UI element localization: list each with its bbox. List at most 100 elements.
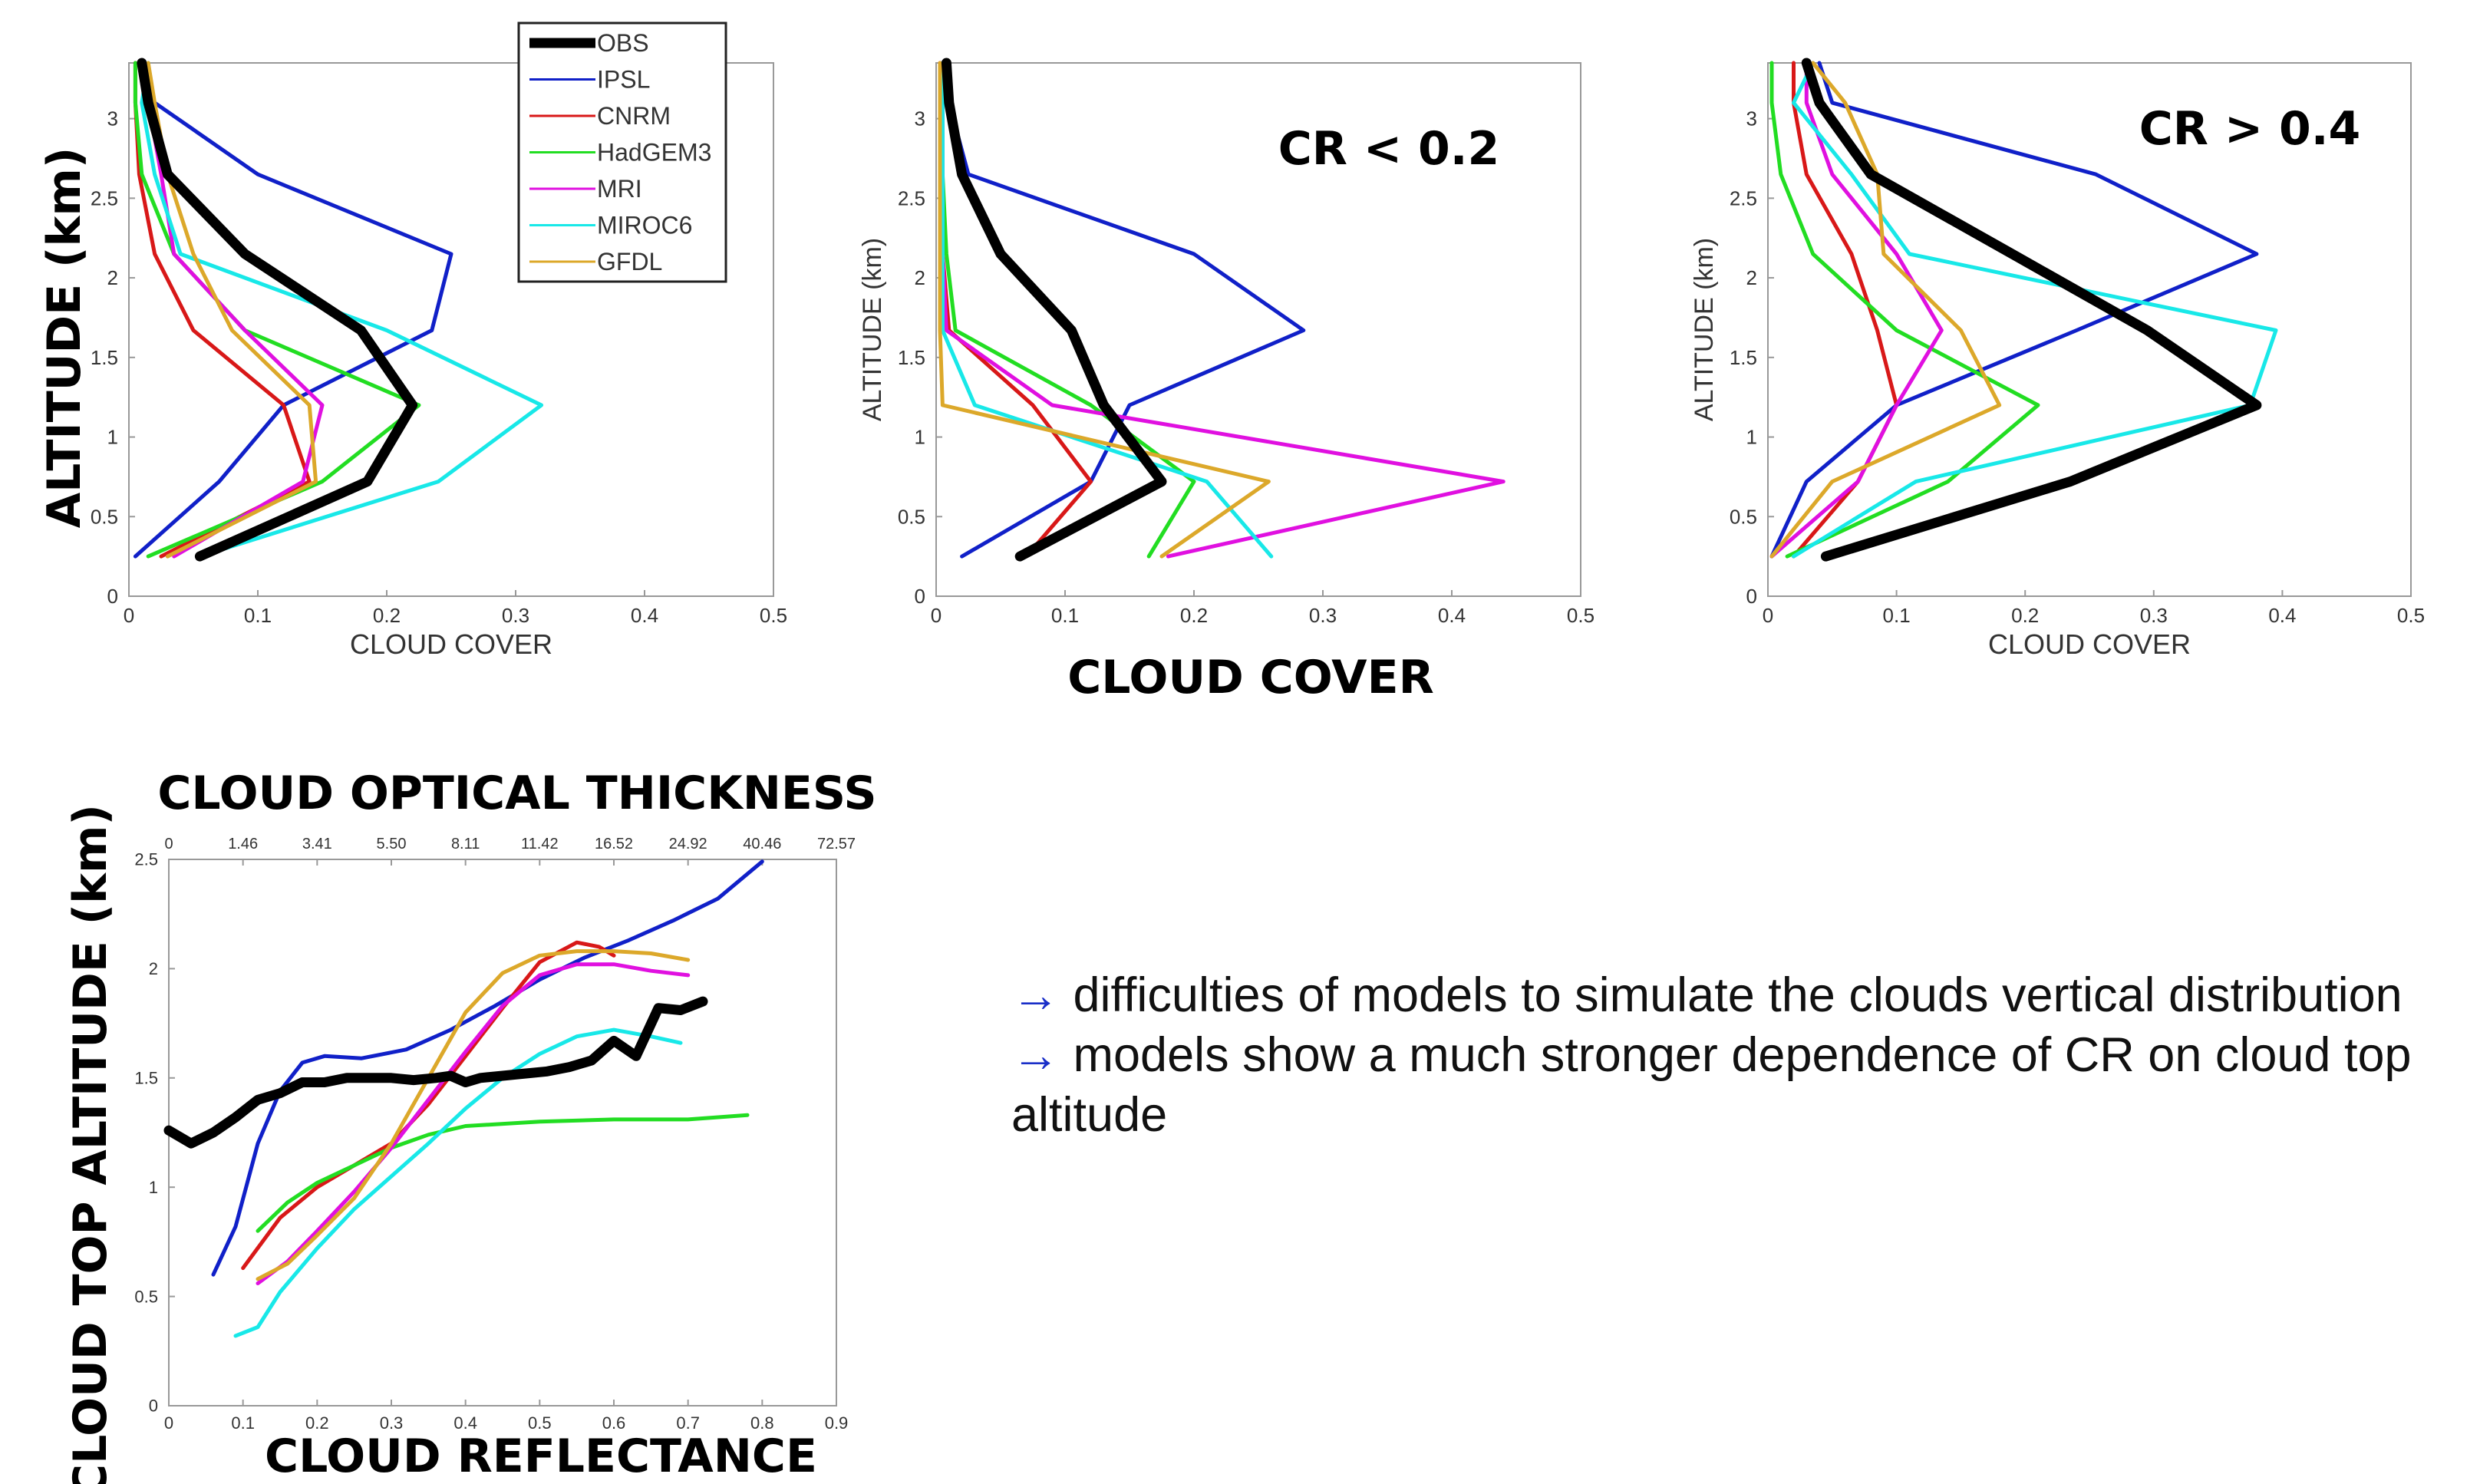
x-tick-label: 0.1 — [1051, 604, 1079, 627]
cloud-cover-profile-all: 0 0.1 0.2 0.3 0.4 0.5 0 0.5 1 1.5 2 2.5 3 CLOUD COVER — [91, 58, 787, 660]
x-tick-label: 0.7 — [676, 1413, 700, 1433]
x-tick-label: 0.1 — [231, 1413, 255, 1433]
x-tick-label: 0.6 — [602, 1413, 626, 1433]
altitude-axis-label: ALTITUDE (km) — [38, 147, 91, 529]
optical-thickness-title: CLOUD OPTICAL THICKNESS — [157, 767, 876, 820]
x-tick-label: 0 — [1763, 604, 1773, 627]
y-tick-label: 0.5 — [134, 1287, 158, 1306]
y-tick-label: 3 — [1746, 107, 1757, 130]
plot-frame — [935, 62, 1581, 597]
y-tick-label: 1 — [1746, 426, 1757, 449]
y-tick-label: 2 — [107, 266, 118, 289]
note-text-1: difficulties of models to simulate the c… — [1073, 968, 2402, 1022]
x-tick-label: 0.4 — [1438, 604, 1466, 627]
series-line-ipsl — [1769, 61, 2259, 559]
series-line-mri — [256, 962, 691, 1285]
series-line-miroc6 — [940, 61, 1274, 559]
y-tick-label: 1 — [149, 1178, 158, 1197]
top-tick-label: 0 — [164, 836, 173, 852]
x-tick-label: 0.4 — [2268, 604, 2296, 627]
top-tick-label: 11.42 — [521, 836, 559, 852]
cr-annotation: CR < 0.2 — [1278, 122, 1500, 176]
x-tick-label: 0.8 — [750, 1413, 774, 1433]
plot-frame — [128, 62, 774, 597]
x-tick-label: 0.5 — [2397, 604, 2425, 627]
x-tick-label: 0.3 — [502, 604, 529, 627]
arrow-icon: → — [1011, 968, 1060, 1022]
series-line-obs — [1801, 58, 2262, 562]
y-tick-label: 2.5 — [91, 186, 118, 209]
x-axis-label: CLOUD COVER — [1988, 628, 2191, 660]
y-tick-label: 1.5 — [91, 346, 118, 369]
y-tick-label: 2.5 — [1730, 186, 1757, 209]
x-tick-label: 0.2 — [305, 1413, 329, 1433]
cloud-cover-profile-low-cr: 0 0.1 0.2 0.3 0.4 0.5 0 0.5 1 1.5 2 2.5 3 ALTITUDE (k… — [858, 58, 1595, 627]
note-line-2: → models show a much stronger dependence… — [1011, 1025, 2469, 1145]
series-line-gfdl — [1769, 61, 2002, 559]
y-tick-label: 0.5 — [898, 505, 925, 528]
x-tick-label: 0.3 — [2140, 604, 2168, 627]
y-tick-label: 0 — [107, 585, 118, 608]
x-tick-label: 0.4 — [631, 604, 658, 627]
top-tick-label: 40.46 — [743, 836, 781, 852]
y-tick-label: 2 — [1746, 266, 1757, 289]
series-line-obs — [137, 58, 418, 562]
series-line-ipsl — [211, 859, 764, 1277]
x-tick-label: 0 — [931, 604, 942, 627]
legend-label-cnrm: CNRM — [597, 102, 671, 130]
x-tick-label: 0.1 — [1883, 604, 1911, 627]
y-tick-label: 0.5 — [1730, 505, 1757, 528]
cloud-top-altitude-vs-reflectance: 0 0.1 0.2 0.3 0.4 0.5 0.6 0.7 0.8 0.9 0 0.5 1 1.5 2 2.5… — [134, 836, 856, 1433]
top-tick-label: 24.92 — [669, 836, 707, 852]
legend-label-ipsl: IPSL — [597, 66, 650, 94]
y-tick-label: 1 — [915, 426, 925, 449]
top-tick-label: 8.11 — [451, 836, 480, 852]
y-tick-label: 1.5 — [1730, 346, 1757, 369]
x-tick-label: 0.5 — [1567, 604, 1595, 627]
cloud-top-altitude-label: CLOUD TOP ALTITUDE (km) — [64, 804, 117, 1484]
y-tick-label: 0 — [1746, 585, 1757, 608]
cloud-cover-profile-high-cr: 0 0.1 0.2 0.3 0.4 0.5 0 0.5 1 1.5 2 2.5 3 CLOUD COVER… — [1690, 58, 2425, 660]
note-text-2: models show a much stronger dependence o… — [1011, 1028, 2412, 1142]
x-tick-label: 0.1 — [244, 604, 272, 627]
center-cloud-cover-label: CLOUD COVER — [1067, 651, 1434, 704]
x-tick-label: 0.9 — [825, 1413, 849, 1433]
x-tick-label: 0.2 — [373, 604, 401, 627]
top-tick-label: 1.46 — [228, 836, 258, 852]
x-tick-label: 0.2 — [2011, 604, 2039, 627]
series-line-gfdl — [938, 61, 1271, 559]
y-tick-label: 0.5 — [91, 505, 118, 528]
y-tick-label: 1.5 — [898, 346, 925, 369]
legend-label-mri: MRI — [597, 175, 642, 203]
legend: OBS IPSL CNRM HadGEM3 MRI MIROC6 GFDL — [517, 21, 727, 283]
series-line-miroc6 — [233, 1027, 683, 1338]
x-tick-label: 0.3 — [1309, 604, 1337, 627]
top-tick-label: 3.41 — [302, 836, 332, 852]
x-tick-label: 0.4 — [453, 1413, 477, 1433]
series-line-gfdl — [146, 61, 318, 559]
y-tick-label: 3 — [915, 107, 925, 130]
x-tick-label: 0 — [124, 604, 134, 627]
x-tick-label: 0.3 — [380, 1413, 404, 1433]
x-tick-label: 0 — [164, 1413, 173, 1433]
legend-label-gfdl: GFDL — [597, 248, 662, 275]
y-tick-label: 2.5 — [134, 850, 158, 869]
y-tick-label: 1.5 — [134, 1069, 158, 1088]
note-line-1: → difficulties of models to simulate the… — [1011, 965, 2469, 1025]
series-line-miroc6 — [140, 61, 544, 559]
series-line-miroc6 — [1792, 61, 2278, 559]
y-axis-label: ALTITUDE (km) — [1690, 238, 1719, 421]
y-tick-label: 2.5 — [898, 186, 925, 209]
x-tick-label: 0.2 — [1180, 604, 1208, 627]
series-line-obs — [941, 58, 1167, 562]
legend-label-miroc6: MIROC6 — [597, 212, 692, 239]
conclusion-notes: → difficulties of models to simulate the… — [1011, 965, 2469, 1145]
cloud-reflectance-label: CLOUD REFLECTANCE — [265, 1430, 817, 1483]
cr-annotation: CR > 0.4 — [2139, 102, 2361, 156]
series-line-hadgem3 — [256, 1113, 750, 1233]
y-tick-label: 0 — [149, 1397, 158, 1416]
top-tick-label: 5.50 — [377, 836, 407, 852]
y-tick-label: 1 — [107, 426, 118, 449]
series-line-obs — [163, 996, 708, 1149]
